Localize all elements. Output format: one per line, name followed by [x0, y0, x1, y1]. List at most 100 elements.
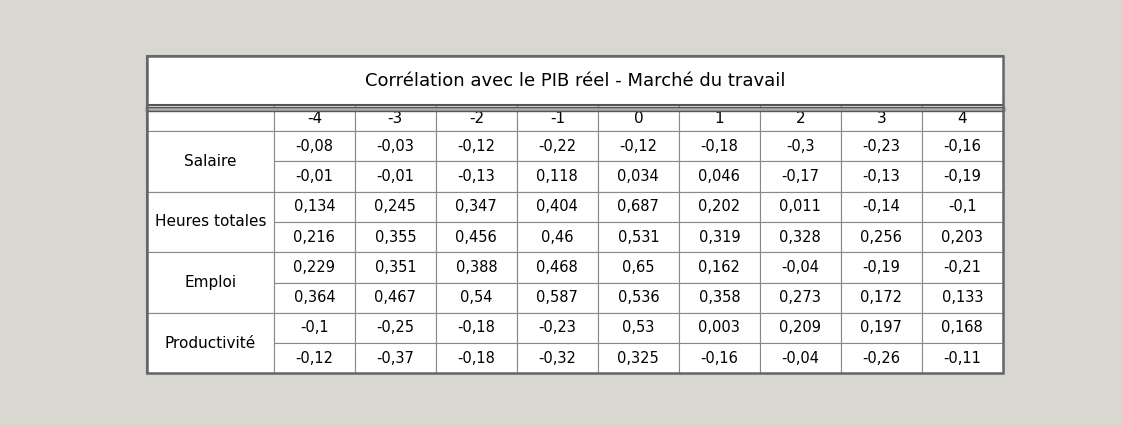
Bar: [147, 313, 274, 373]
Text: 0,404: 0,404: [536, 199, 578, 214]
Bar: [679, 131, 760, 162]
Bar: [355, 343, 435, 373]
Bar: [679, 313, 760, 343]
Bar: [760, 343, 840, 373]
Bar: [840, 343, 922, 373]
Text: -0,22: -0,22: [539, 139, 577, 154]
Bar: [922, 222, 1003, 252]
Bar: [147, 105, 274, 131]
Bar: [760, 222, 840, 252]
Text: 0,172: 0,172: [861, 290, 902, 305]
Bar: [274, 343, 355, 373]
Bar: [922, 313, 1003, 343]
Text: -0,23: -0,23: [539, 320, 577, 335]
Bar: [760, 283, 840, 313]
Text: 0,003: 0,003: [698, 320, 741, 335]
Bar: [435, 343, 517, 373]
Text: Corrélation avec le PIB réel - Marché du travail: Corrélation avec le PIB réel - Marché du…: [365, 71, 785, 90]
Text: -0,26: -0,26: [863, 351, 900, 366]
Text: 0,325: 0,325: [617, 351, 660, 366]
Bar: [147, 131, 274, 192]
Text: 0,162: 0,162: [698, 260, 741, 275]
Text: 0,587: 0,587: [536, 290, 578, 305]
Bar: [840, 283, 922, 313]
Bar: [760, 313, 840, 343]
Text: 0,355: 0,355: [375, 230, 416, 245]
Bar: [517, 192, 598, 222]
Bar: [517, 162, 598, 192]
Text: 0: 0: [634, 110, 643, 126]
Text: -0,18: -0,18: [458, 351, 495, 366]
Bar: [598, 105, 679, 131]
Bar: [598, 283, 679, 313]
Text: -0,21: -0,21: [944, 260, 982, 275]
Text: 4: 4: [957, 110, 967, 126]
Text: -2: -2: [469, 110, 484, 126]
Text: 0,197: 0,197: [861, 320, 902, 335]
Text: 0,65: 0,65: [622, 260, 654, 275]
Bar: [517, 222, 598, 252]
Text: 0,687: 0,687: [617, 199, 660, 214]
Bar: [435, 162, 517, 192]
Text: 0,209: 0,209: [780, 320, 821, 335]
Text: 0,358: 0,358: [699, 290, 741, 305]
Text: 0,011: 0,011: [780, 199, 821, 214]
Bar: [274, 162, 355, 192]
Bar: [840, 313, 922, 343]
Text: 0,531: 0,531: [617, 230, 659, 245]
Bar: [517, 252, 598, 283]
Bar: [598, 252, 679, 283]
Bar: [517, 283, 598, 313]
Text: 0,118: 0,118: [536, 169, 578, 184]
Text: 0,467: 0,467: [375, 290, 416, 305]
Bar: [922, 192, 1003, 222]
Text: -0,01: -0,01: [376, 169, 414, 184]
Bar: [598, 343, 679, 373]
Bar: [679, 343, 760, 373]
Bar: [922, 343, 1003, 373]
Text: 0,46: 0,46: [541, 230, 573, 245]
Text: -0,03: -0,03: [376, 139, 414, 154]
Bar: [355, 252, 435, 283]
Text: 0,245: 0,245: [375, 199, 416, 214]
Bar: [147, 56, 1003, 105]
Text: 0,256: 0,256: [861, 230, 902, 245]
Bar: [679, 105, 760, 131]
Text: -0,18: -0,18: [700, 139, 738, 154]
Bar: [922, 105, 1003, 131]
Text: 0,229: 0,229: [293, 260, 335, 275]
Text: 0,468: 0,468: [536, 260, 578, 275]
Text: 0,388: 0,388: [456, 260, 497, 275]
Text: -0,16: -0,16: [700, 351, 738, 366]
Bar: [922, 131, 1003, 162]
Text: Salaire: Salaire: [184, 154, 237, 169]
Bar: [760, 252, 840, 283]
Bar: [840, 162, 922, 192]
Bar: [355, 192, 435, 222]
Text: -0,37: -0,37: [376, 351, 414, 366]
Bar: [840, 131, 922, 162]
Text: Emploi: Emploi: [184, 275, 237, 290]
Text: 0,364: 0,364: [294, 290, 335, 305]
Bar: [435, 131, 517, 162]
Text: -0,18: -0,18: [458, 320, 495, 335]
Bar: [274, 313, 355, 343]
Text: -0,19: -0,19: [863, 260, 900, 275]
Bar: [679, 162, 760, 192]
Text: 2: 2: [795, 110, 806, 126]
Text: 0,351: 0,351: [375, 260, 416, 275]
Text: 0,456: 0,456: [456, 230, 497, 245]
Text: -0,13: -0,13: [458, 169, 495, 184]
Text: -0,19: -0,19: [944, 169, 982, 184]
Text: -0,13: -0,13: [863, 169, 900, 184]
Bar: [598, 192, 679, 222]
Bar: [517, 105, 598, 131]
Text: 1: 1: [715, 110, 724, 126]
Text: -0,08: -0,08: [295, 139, 333, 154]
Bar: [274, 105, 355, 131]
Text: 0,216: 0,216: [294, 230, 335, 245]
Text: 0,347: 0,347: [456, 199, 497, 214]
Bar: [760, 162, 840, 192]
Text: -0,25: -0,25: [376, 320, 414, 335]
Bar: [355, 313, 435, 343]
